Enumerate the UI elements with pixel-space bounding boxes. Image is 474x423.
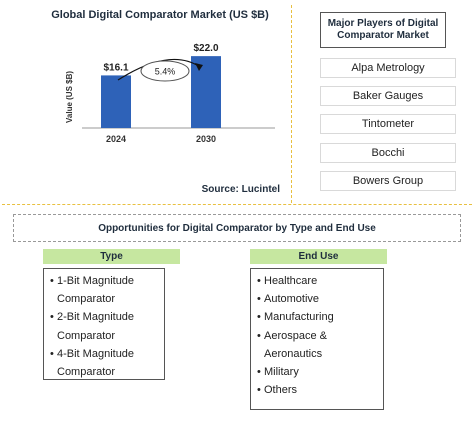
cagr-label: 5.4% [155,67,176,77]
enduse-list: • Healthcare • Automotive • Manufacturing • Aer… [251,269,383,399]
bar-chart: Value (US $B) $16.1 2024 $22.0 2030 5.4% [65,43,275,144]
bullet-icon: • [257,366,261,379]
players-title: Major Players of Digital Comparator Mark… [320,12,446,48]
list-item: • Automotive [257,290,379,308]
bar-2024 [101,75,131,128]
list-item-label: Healthcare [264,275,318,287]
horizontal-divider [2,204,472,205]
list-item-label: Others [264,384,298,397]
bullet-icon: • [50,311,54,324]
player-item: Bocchi [320,143,456,163]
list-item-label: Manufacturing [264,311,334,324]
cagr-annotation: 5.4% [117,58,203,82]
bullet-icon: • [257,384,261,397]
x-tick-label-2024: 2024 [106,134,126,144]
list-item: • Manufacturing [257,308,379,326]
list-item: • 2-Bit Magnitude Comparator [50,308,160,344]
player-item: Alpa Metrology [320,58,456,78]
bullet-icon: • [50,275,54,287]
bullet-icon: • [257,311,261,324]
list-item: • Military [257,363,379,381]
bullet-icon: • [50,347,54,360]
list-item-label: Aerospace & Aeronautics [264,329,327,360]
list-item: • 1-Bit Magnitude Comparator [50,272,160,308]
value-label-2030: $22.0 [193,43,218,54]
source-note: Source: Lucintel [201,184,280,195]
list-item-label: 2-Bit Magnitude Comparator [57,311,135,342]
bullet-icon: • [257,329,261,342]
player-item: Tintometer [320,114,456,134]
vertical-divider [291,5,292,203]
type-list-box: • 1-Bit Magnitude Comparator • 2-Bit Magnit… [43,268,165,380]
player-item: Baker Gauges [320,86,456,106]
value-label-2024: $16.1 [103,62,128,73]
y-axis-label: Value (US $B) [65,71,74,123]
bullet-icon: • [257,293,261,306]
chart-title: Global Digital Comparator Market (US $B) [51,9,269,21]
cagr-arrowhead [195,63,203,71]
list-item-label: 1-Bit Magnitude Comparator [57,275,135,306]
list-item: • Aerospace & Aeronautics [257,327,379,363]
enduse-header: End Use [250,249,387,264]
list-item: • Others [257,381,379,399]
player-item: Bowers Group [320,171,456,191]
type-header: Type [43,249,180,264]
type-list: • 1-Bit Magnitude Comparator • 2-Bit Magnit… [44,269,164,381]
list-item-label: 4-Bit Magnitude Comparator [57,347,135,379]
cagr-ellipse [140,60,190,82]
opportunities-title: Opportunities for Digital Comparator by … [13,214,461,242]
cagr-arrow [117,58,201,81]
list-item: • 4-Bit Magnitude Comparator [50,345,160,381]
list-item-label: Automotive [264,293,320,306]
bar-2030 [191,56,221,128]
bullet-icon: • [257,275,261,287]
enduse-list-box: • Healthcare • Automotive • Manufacturing • Aer… [250,268,384,410]
list-item: • Healthcare [257,272,379,290]
list-item-label: Military [264,366,299,379]
x-tick-label-2030: 2030 [196,134,216,144]
